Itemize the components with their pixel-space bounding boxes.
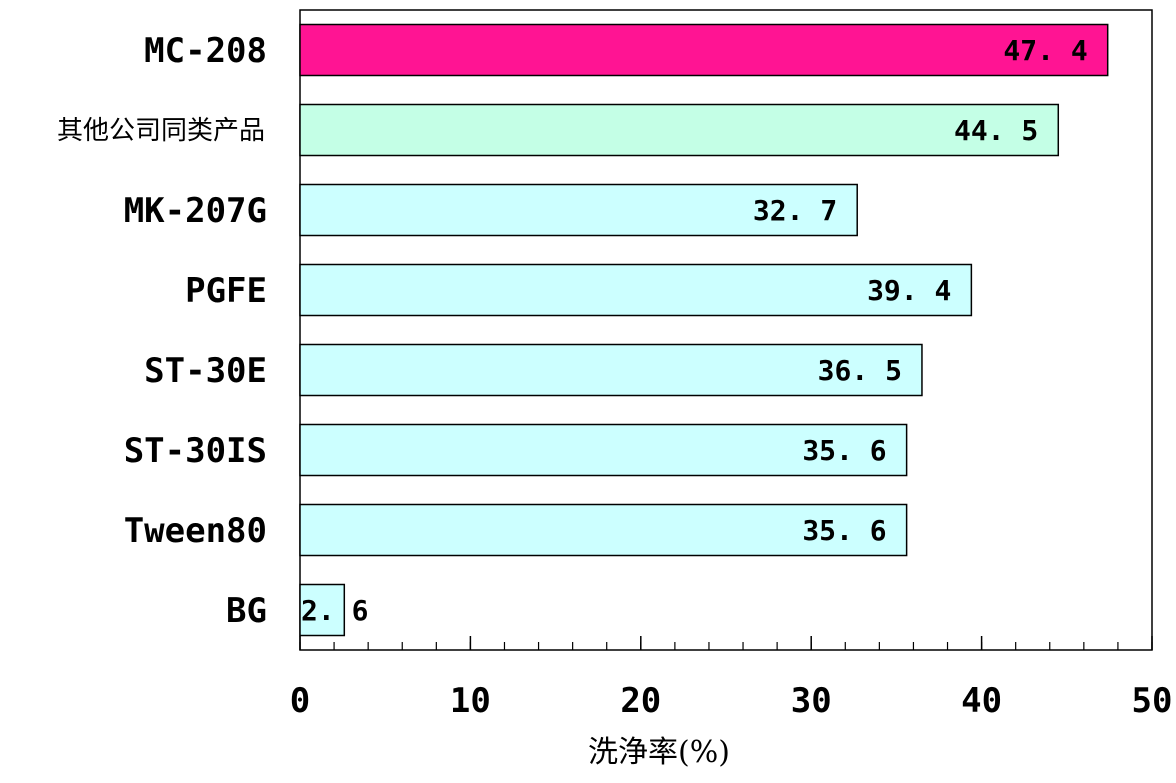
category-label-4: PGFE bbox=[185, 271, 267, 311]
x-tick-label-2: 10 bbox=[450, 681, 491, 721]
bar-5 bbox=[299, 343, 923, 397]
value-label-4: 39. 4 bbox=[867, 274, 951, 307]
bars-group bbox=[299, 23, 1109, 637]
category-label-2: 其他公司同类产品 bbox=[57, 116, 265, 146]
bar-7 bbox=[299, 503, 908, 557]
x-tick-label-6: 50 bbox=[1132, 681, 1173, 721]
value-label-1: 47. 4 bbox=[1003, 34, 1087, 67]
x-axis-tick-labels-group: 0 10 20 30 40 50 bbox=[290, 681, 1173, 721]
bar-3 bbox=[299, 183, 858, 237]
value-labels-group: 47. 4 44. 5 32. 7 39. 4 36. 5 35. 6 35. 6 2. 6 bbox=[301, 34, 1088, 627]
category-label-7: Tween80 bbox=[124, 511, 267, 551]
bar-8 bbox=[299, 583, 346, 637]
value-label-6: 35. 6 bbox=[802, 434, 886, 467]
category-label-1: MC-208 bbox=[144, 31, 267, 71]
x-tick-label-4: 30 bbox=[791, 681, 832, 721]
category-label-8: BG bbox=[226, 591, 267, 631]
bar-6 bbox=[299, 423, 908, 477]
x-axis-title: 洗浄率(%) bbox=[588, 735, 730, 770]
value-label-8: 2. 6 bbox=[301, 594, 368, 627]
category-label-3: MK-207G bbox=[124, 191, 267, 231]
value-label-3: 32. 7 bbox=[753, 194, 837, 227]
value-label-5: 36. 5 bbox=[818, 354, 902, 387]
x-tick-label-1: 0 bbox=[290, 681, 310, 721]
category-label-5: ST-30E bbox=[144, 351, 267, 391]
value-label-7: 35. 6 bbox=[802, 514, 886, 547]
x-tick-label-5: 40 bbox=[961, 681, 1002, 721]
bar-1 bbox=[299, 23, 1109, 77]
bar-4 bbox=[299, 263, 973, 317]
value-label-2: 44. 5 bbox=[954, 114, 1038, 147]
x-tick-label-3: 20 bbox=[620, 681, 661, 721]
category-label-6: ST-30IS bbox=[124, 431, 267, 471]
bar-2 bbox=[299, 103, 1060, 157]
x-axis-ticks-group bbox=[299, 636, 1153, 650]
category-labels-group: MC-208 其他公司同类产品 MK-207G PGFE ST-30E ST-30IS Tw… bbox=[57, 31, 267, 631]
